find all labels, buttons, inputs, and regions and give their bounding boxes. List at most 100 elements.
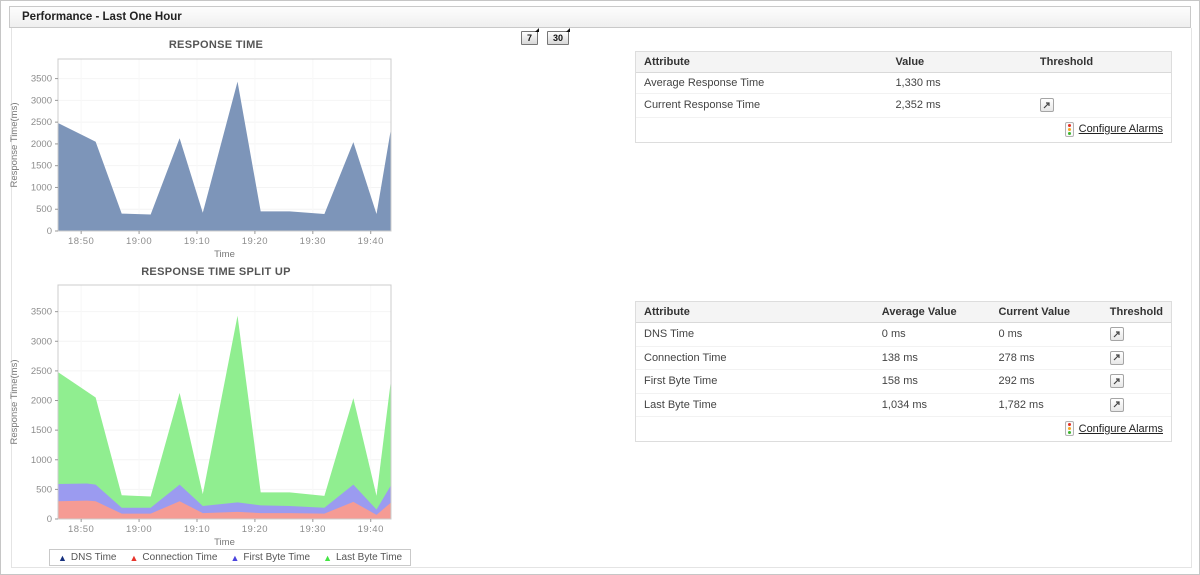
column-header: Average Value — [873, 302, 991, 323]
table-cell: 1,330 ms — [887, 72, 1032, 94]
splitup-chart-legend: ▲ DNS Time ▲ Connection Time ▲ First Byte Tim… — [49, 549, 412, 566]
column-header: Value — [887, 52, 1032, 73]
seven-day-report-button[interactable]: 7 — [521, 28, 540, 45]
table-row: Average Response Time 1,330 ms — [636, 72, 1171, 94]
svg-text:19:20: 19:20 — [242, 524, 268, 535]
edit-threshold-icon[interactable] — [1109, 374, 1124, 388]
y-axis-label: Response Time(ms) — [9, 103, 20, 188]
table-cell: Connection Time — [636, 346, 874, 370]
table-cell: 0 ms — [990, 322, 1102, 347]
svg-text:19:00: 19:00 — [126, 524, 152, 535]
svg-text:3000: 3000 — [31, 95, 52, 106]
table-cell: Current Response Time — [636, 93, 888, 118]
table-row: Current Response Time 2,352 ms — [636, 93, 1171, 118]
table-row: DNS Time 0 ms 0 ms — [636, 322, 1171, 347]
edit-threshold-icon[interactable] — [1109, 350, 1124, 365]
svg-text:3500: 3500 — [31, 307, 52, 318]
thirty-day-report-button[interactable]: 30 — [547, 28, 571, 45]
threshold-cell — [1101, 346, 1171, 370]
table-cell: Average Response Time — [636, 72, 888, 94]
legend-item[interactable]: ▲ First Byte Time — [230, 552, 310, 563]
table-cell: 1,782 ms — [990, 393, 1102, 417]
table-cell: 138 ms — [873, 346, 991, 370]
column-header: Attribute — [636, 302, 874, 323]
svg-text:3000: 3000 — [31, 336, 52, 347]
threshold-cell — [1101, 393, 1171, 417]
svg-text:500: 500 — [36, 204, 52, 215]
legend-label: Connection Time — [142, 552, 218, 563]
legend-label: First Byte Time — [243, 552, 311, 563]
svg-text:19:40: 19:40 — [358, 236, 384, 247]
svg-text:19:30: 19:30 — [300, 524, 326, 535]
column-header: Threshold — [1031, 52, 1171, 73]
legend-marker-icon: ▲ — [129, 552, 139, 563]
response-time-table: Attribute Value Threshold Average Response … — [635, 51, 1172, 143]
edit-threshold-icon[interactable] — [1109, 397, 1124, 412]
column-header: Threshold — [1101, 302, 1171, 323]
table-cell: 292 ms — [990, 369, 1102, 394]
svg-text:500: 500 — [36, 484, 52, 495]
svg-text:2000: 2000 — [31, 139, 52, 150]
response-time-splitup-chart-title: RESPONSE TIME SPLIT UP — [141, 266, 291, 278]
legend-item[interactable]: ▲ Last Byte Time — [323, 552, 402, 563]
table-cell: 0 ms — [873, 322, 991, 347]
svg-text:2000: 2000 — [31, 396, 52, 407]
svg-text:18:50: 18:50 — [68, 236, 94, 247]
table-cell: Last Byte Time — [636, 393, 874, 417]
response-time-splitup-chart: 0 500 1000 1500 2000 2500 3000 3500 18:50 19:00 19… — [9, 284, 392, 547]
legend-item[interactable]: ▲ DNS Time — [58, 552, 116, 563]
svg-text:19:10: 19:10 — [184, 236, 210, 247]
edit-threshold-icon[interactable] — [1039, 98, 1054, 112]
svg-text:3500: 3500 — [31, 74, 52, 85]
table-cell: 2,352 ms — [887, 93, 1032, 118]
x-axis-label: Time — [214, 249, 235, 260]
table-cell: 158 ms — [873, 369, 991, 394]
svg-text:1500: 1500 — [31, 161, 52, 172]
svg-text:19:10: 19:10 — [184, 524, 210, 535]
y-axis-label: Response Time(ms) — [9, 360, 20, 445]
legend-label: Last Byte Time — [335, 552, 403, 563]
table-cell: 1,034 ms — [873, 393, 991, 417]
alarm-traffic-light-icon — [1064, 421, 1074, 436]
response-time-chart: 0 500 1000 1500 2000 2500 3000 3500 18:50 19:00 19… — [9, 58, 392, 260]
response-time-splitup-table: Attribute Average Value Current Value Thres… — [635, 301, 1172, 442]
svg-text:19:00: 19:00 — [126, 236, 152, 247]
table-cell: First Byte Time — [636, 369, 874, 394]
legend-label: DNS Time — [70, 552, 117, 563]
svg-text:2500: 2500 — [31, 117, 52, 128]
column-header: Attribute — [636, 52, 888, 73]
svg-text:1000: 1000 — [31, 182, 52, 193]
svg-text:0: 0 — [47, 226, 52, 237]
svg-text:19:40: 19:40 — [358, 524, 384, 535]
configure-alarms-link[interactable]: Configure Alarms — [1078, 123, 1163, 135]
legend-marker-icon: ▲ — [323, 552, 332, 563]
svg-text:19:20: 19:20 — [242, 236, 268, 247]
svg-text:0: 0 — [47, 514, 52, 525]
legend-marker-icon: ▲ — [230, 552, 240, 563]
x-axis-label: Time — [214, 537, 235, 547]
alarm-traffic-light-icon — [1064, 121, 1074, 137]
table-footer: Configure Alarms — [636, 417, 1171, 441]
svg-text:2500: 2500 — [31, 366, 52, 377]
threshold-cell — [1031, 93, 1171, 118]
svg-text:1500: 1500 — [31, 425, 52, 436]
table-footer: Configure Alarms — [636, 118, 1171, 142]
response-time-chart-title: RESPONSE TIME — [168, 39, 264, 51]
configure-alarms-link[interactable]: Configure Alarms — [1078, 422, 1163, 435]
table-row: Last Byte Time 1,034 ms 1,782 ms — [636, 393, 1171, 417]
svg-text:19:30: 19:30 — [300, 236, 326, 247]
svg-text:1000: 1000 — [31, 455, 52, 466]
table-cell: 278 ms — [990, 346, 1102, 370]
legend-item[interactable]: ▲ Connection Time — [129, 552, 217, 563]
legend-marker-icon: ▲ — [58, 552, 67, 563]
table-row: First Byte Time 158 ms 292 ms — [636, 369, 1171, 394]
table-cell: DNS Time — [636, 322, 874, 347]
svg-text:18:50: 18:50 — [68, 524, 94, 535]
threshold-cell — [1031, 72, 1171, 94]
threshold-cell — [1101, 322, 1171, 347]
column-header: Current Value — [990, 302, 1102, 323]
page-title: Performance - Last One Hour — [9, 6, 1191, 28]
edit-threshold-icon[interactable] — [1109, 327, 1124, 341]
table-row: Connection Time 138 ms 278 ms — [636, 346, 1171, 370]
